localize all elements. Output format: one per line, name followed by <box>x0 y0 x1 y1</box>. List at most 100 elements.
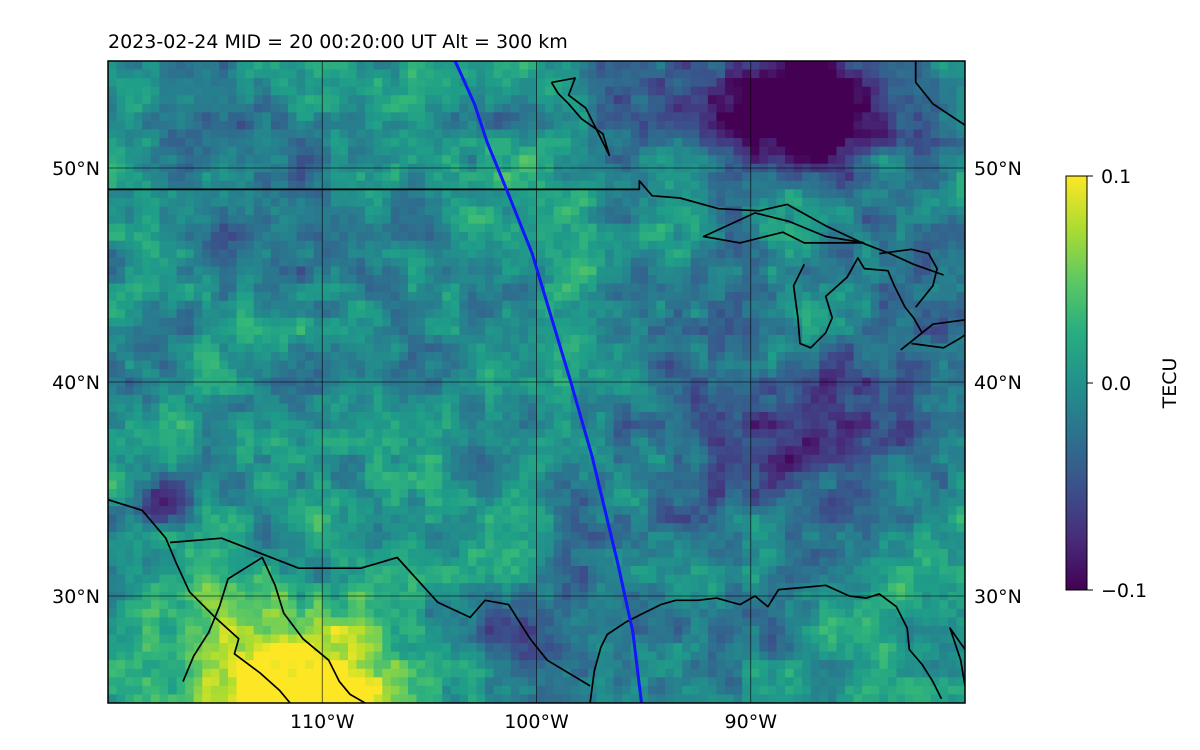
heatmap-cell <box>210 369 221 379</box>
heatmap-cell <box>210 257 221 268</box>
heatmap-cell <box>682 223 692 233</box>
heatmap-cell <box>202 300 212 310</box>
heatmap-cell <box>356 317 366 327</box>
heatmap-cell <box>227 326 238 336</box>
heatmap-cell <box>365 112 375 122</box>
heatmap-cell <box>690 172 700 182</box>
heatmap-cell <box>630 394 640 404</box>
heatmap-cell <box>425 206 435 216</box>
heatmap-cell <box>322 369 332 379</box>
heatmap-cell <box>270 86 280 96</box>
heatmap-cell <box>810 326 820 336</box>
heatmap-cell <box>133 394 143 404</box>
heatmap-cell <box>793 386 803 396</box>
heatmap-cell <box>630 283 640 293</box>
heatmap-cell <box>947 249 958 259</box>
heatmap-cell <box>450 283 460 293</box>
heatmap-cell <box>553 386 563 396</box>
heatmap-cell <box>425 275 435 285</box>
heatmap-cell <box>519 471 529 482</box>
heatmap-cell <box>793 103 803 113</box>
heatmap-cell <box>690 189 700 199</box>
heatmap-cell <box>905 463 915 473</box>
heatmap-cell <box>785 386 795 396</box>
heatmap-cell <box>167 180 178 190</box>
heatmap-cell <box>142 223 152 233</box>
heatmap-cell <box>862 480 872 490</box>
heatmap-cell <box>922 232 932 242</box>
heatmap-cell <box>947 61 958 71</box>
heatmap-cell <box>956 471 965 482</box>
heatmap-cell <box>108 471 118 482</box>
heatmap-cell <box>767 394 778 404</box>
heatmap-cell <box>202 223 212 233</box>
heatmap-cell <box>339 197 349 208</box>
heatmap-cell <box>647 352 658 362</box>
heatmap-cell <box>365 309 375 319</box>
heatmap-cell <box>819 120 829 131</box>
heatmap-cell <box>133 189 143 199</box>
heatmap-cell <box>536 352 546 362</box>
heatmap-cell <box>579 112 589 122</box>
heatmap-cell <box>305 334 315 345</box>
heatmap-cell <box>570 317 580 327</box>
heatmap-cell <box>819 352 829 362</box>
heatmap-cell <box>836 206 846 216</box>
heatmap-cell <box>776 326 786 336</box>
heatmap-cell <box>639 292 649 302</box>
heatmap-cell <box>433 112 443 122</box>
heatmap-cell <box>467 292 478 302</box>
heatmap-cell <box>845 369 855 379</box>
heatmap-cell <box>930 343 940 353</box>
heatmap-cell <box>553 215 563 225</box>
heatmap-cell <box>339 95 349 105</box>
heatmap-cell <box>802 249 812 259</box>
heatmap-cell <box>553 240 563 250</box>
heatmap-cell <box>716 240 726 250</box>
heatmap-cell <box>287 249 298 259</box>
heatmap-cell <box>605 334 615 345</box>
heatmap-cell <box>476 326 486 336</box>
heatmap-cell <box>879 138 889 148</box>
heatmap-cell <box>810 283 820 293</box>
heatmap-cell <box>673 215 683 225</box>
heatmap-cell <box>605 411 615 422</box>
heatmap-cell <box>905 326 915 336</box>
heatmap-cell <box>742 172 752 182</box>
heatmap-cell <box>690 112 700 122</box>
heatmap-cell <box>647 112 658 122</box>
heatmap-cell <box>125 155 135 165</box>
heatmap-cell <box>167 61 178 71</box>
heatmap-cell <box>125 386 135 396</box>
heatmap-cell <box>485 326 495 336</box>
heatmap-cell <box>390 95 400 105</box>
heatmap-cell <box>905 411 915 422</box>
heatmap-cell <box>236 86 246 96</box>
heatmap-cell <box>913 403 923 413</box>
heatmap-cell <box>193 429 203 439</box>
heatmap-cell <box>356 78 366 88</box>
heatmap-cell <box>956 446 965 456</box>
heatmap-cell <box>947 240 958 250</box>
heatmap-cell <box>365 172 375 182</box>
heatmap-cell <box>596 437 606 447</box>
heatmap-cell <box>922 300 932 310</box>
heatmap-cell <box>947 386 958 396</box>
heatmap-cell <box>467 300 478 310</box>
heatmap-cell <box>330 197 340 208</box>
heatmap-cell <box>150 206 161 216</box>
heatmap-cell <box>339 78 349 88</box>
heatmap-cell <box>108 463 118 473</box>
heatmap-cell <box>939 215 949 225</box>
heatmap-cell <box>373 78 383 88</box>
heatmap-cell <box>570 120 580 131</box>
heatmap-cell <box>519 403 529 413</box>
heatmap-cell <box>707 129 718 139</box>
heatmap-cell <box>399 360 409 370</box>
heatmap-cell <box>759 429 769 439</box>
heatmap-cell <box>287 317 298 327</box>
heatmap-cell <box>236 360 246 370</box>
heatmap-cell <box>647 86 658 96</box>
heatmap-cell <box>373 155 383 165</box>
heatmap-cell <box>185 309 195 319</box>
